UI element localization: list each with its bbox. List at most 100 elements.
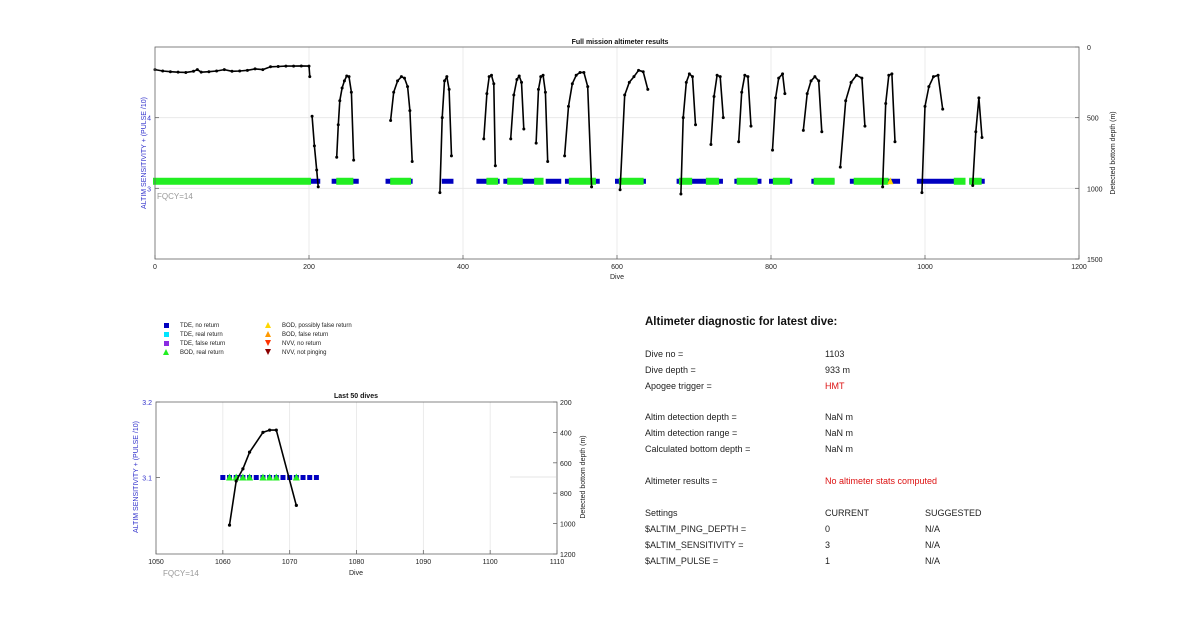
depth-point [783,92,787,96]
legend-label: TDE, no return [180,323,220,329]
depth-line-segment [311,116,319,187]
top-right-tick-label: 0 [1087,45,1091,52]
bod-marker-band [568,177,596,185]
depth-point [294,503,298,507]
depth-point [445,75,449,79]
depth-point [923,104,927,108]
legend-label: TDE, real return [180,332,223,338]
depth-line-segment [971,97,983,186]
depth-point [176,70,180,74]
tde-marker [313,475,319,480]
top-x-tick-label: 600 [611,264,623,271]
dive-depth-value: 933 m [825,365,851,375]
depth-line-segment [483,74,497,166]
bod-marker-band [969,177,982,185]
legend-square-marker [160,340,174,348]
pulse-current: 1 [825,556,831,566]
depth-line-segment [771,73,786,151]
bottom-x-tick-label: 1090 [416,559,432,566]
pulse-label: $ALTIM_PULSE = [645,556,719,566]
bottom-right-tick-label: 200 [560,400,572,407]
depth-point [743,73,747,77]
depth-point [570,82,574,86]
bod-marker [266,473,274,481]
depth-point [566,104,570,108]
bottom-depth-label: Calculated bottom depth = [645,444,751,454]
top-bod-markers [153,177,982,185]
depth-point [349,90,353,94]
bottom-right-ticks: 200 400 600 800 1000 1200 [553,400,576,559]
depth-point [694,123,698,127]
bottom-right-tick-label: 400 [560,430,572,437]
bottom-depth-line [227,428,298,527]
bod-marker [226,473,234,481]
depth-point [482,137,486,141]
depth-point [977,96,981,100]
depth-point [410,159,414,163]
bottom-x-label: Dive [349,570,363,577]
results-label: Altimeter results = [645,476,718,486]
apogee-row: Apogee trigger = HMT [645,381,1165,395]
depth-point [168,70,172,74]
legend-triangle-up-marker [262,331,276,339]
depth-point [406,85,410,89]
ping-depth-current: 0 [825,524,831,534]
depth-point [974,130,978,134]
top-right-ylabel: Detected bottom depth (m) [1110,111,1117,194]
depth-point [184,70,188,74]
depth-point [623,93,627,97]
bod-marker-band [953,177,966,185]
depth-point [274,428,278,432]
bod-possibly-false-marker [887,177,894,185]
depth-point [980,135,984,139]
legend-triangle-up-marker [262,322,276,330]
tde-marker-band [916,178,951,184]
depth-point [520,80,524,84]
depth-point [813,75,817,79]
ping-depth-label: $ALTIM_PING_DEPTH = [645,524,747,534]
depth-point [646,87,650,91]
bod-marker [246,473,254,481]
depth-point [740,90,744,94]
depth-point [284,64,288,68]
depth-point [399,75,403,79]
legend-label: NVV, not pinging [282,350,327,356]
depth-point [276,65,280,69]
depth-point [801,128,805,132]
depth-line-segment [881,73,896,187]
legend-item: TDE, real return [160,331,223,339]
bod-marker-band [705,177,720,185]
depth-point [539,75,543,79]
depth-point [563,154,567,158]
depth-point [893,140,897,144]
depth-point [512,93,516,97]
bottom-right-ylabel: Detected bottom depth (m) [580,435,587,518]
depth-point [838,165,842,169]
bottom-depth-row: Calculated bottom depth = NaN m [645,444,1165,458]
depth-point [941,107,945,111]
pulse-row: $ALTIM_PULSE = 1 N/A [645,556,1165,570]
depth-point [590,185,594,189]
depth-point [777,76,781,80]
depth-point [340,86,344,90]
depth-point [721,116,725,120]
bod-marker-band [534,177,544,185]
last-50-dives-chart: Last 50 dives 1050 1060 1070 1080 1090 1100 11… [133,393,587,578]
depth-point [887,73,891,77]
bod-marker-band [736,177,758,185]
depth-point [860,76,864,80]
top-right-tick-label: 1500 [1087,257,1103,264]
dive-no-label: Dive no = [645,349,684,359]
depth-line-segment [839,74,866,168]
depth-point [820,130,824,134]
depth-point [541,73,545,77]
bottom-x-tick-label: 1070 [282,559,298,566]
triangle-up-icon [265,322,271,328]
bod-marker-band [678,177,693,185]
depth-point [489,73,493,77]
top-x-tick-label: 0 [153,264,157,271]
bottom-right-tick-label: 1000 [560,522,576,529]
tde-marker [253,475,259,480]
depth-point [485,92,489,96]
depth-point [709,143,713,147]
